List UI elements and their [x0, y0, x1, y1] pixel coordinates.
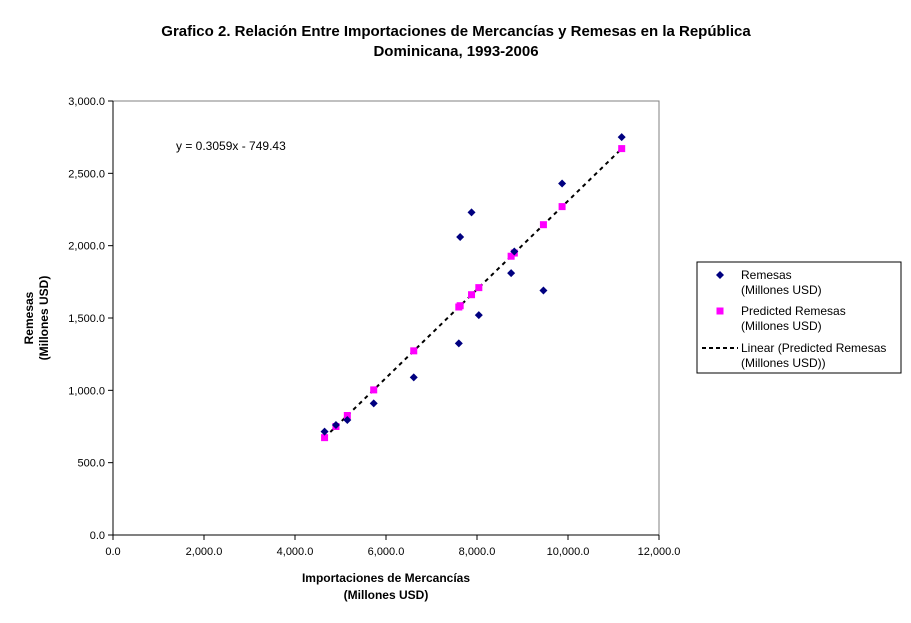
- x-tick-label: 8,000.0: [459, 546, 496, 558]
- legend-label: Remesas: [741, 268, 792, 282]
- x-tick-label: 12,000.0: [638, 546, 681, 558]
- y-tick-label: 3,000.0: [68, 96, 105, 108]
- remesas-point: [474, 311, 483, 320]
- remesas-point: [320, 427, 329, 436]
- legend-label: (Millones USD): [741, 319, 822, 333]
- x-tick-label: 4,000.0: [277, 546, 314, 558]
- predicted-remesas-point: [475, 284, 483, 292]
- y-tick-label: 500.0: [77, 458, 105, 470]
- remesas-point: [369, 399, 378, 408]
- remesas-point: [617, 133, 626, 142]
- y-tick-label: 1,000.0: [68, 385, 105, 397]
- legend-marker-swatch: [716, 271, 724, 279]
- remesas-point: [539, 286, 548, 295]
- predicted-remesas-point: [410, 347, 418, 355]
- y-tick-label: 1,500.0: [68, 313, 105, 325]
- plot-area: [112, 100, 660, 536]
- y-tick-label: 2,000.0: [68, 241, 105, 253]
- predicted-remesas-point: [456, 302, 464, 310]
- predicted-remesas-point: [539, 221, 547, 229]
- remesas-point: [454, 339, 463, 348]
- remesas-point: [558, 179, 567, 188]
- legend-entry-remesas: Remesas(Millones USD): [716, 268, 822, 297]
- trendline-group: [323, 147, 624, 439]
- data-points: [320, 133, 626, 442]
- linear-trendline: [323, 147, 624, 439]
- remesas-point: [343, 415, 352, 424]
- remesas-point: [507, 269, 516, 278]
- y-axis-title: Remesas (Millones USD): [22, 276, 51, 361]
- legend-marker-swatch: [716, 307, 724, 315]
- legend: Remesas(Millones USD)Predicted Remesas(M…: [696, 261, 902, 374]
- legend-entry-predicted: Predicted Remesas(Millones USD): [716, 304, 846, 333]
- x-axis-title: Importaciones de Mercancías (Millones USD…: [302, 571, 470, 602]
- remesas-point: [467, 208, 476, 217]
- legend-label: Linear (Predicted Remesas: [741, 341, 886, 355]
- predicted-remesas-point: [468, 291, 476, 299]
- legend-box: [696, 261, 902, 374]
- legend-label: (Millones USD): [741, 283, 822, 297]
- chart-title: Grafico 2. Relación Entre Importaciones …: [161, 23, 751, 60]
- predicted-remesas-point: [618, 145, 626, 153]
- y-axis: 0.0 500.0 1,000.0 1,500.0 2,000.0 2,500.0 3,00…: [68, 96, 114, 542]
- remesas-point: [331, 421, 340, 430]
- x-axis-title-line: (Millones USD): [344, 588, 429, 602]
- predicted-remesas-point: [558, 203, 566, 211]
- legend-entry-trendline: Linear (Predicted Remesas(Millones USD)): [702, 341, 886, 370]
- y-tick-label: 2,500.0: [68, 168, 105, 180]
- x-tick-label: 6,000.0: [368, 546, 405, 558]
- remesas-point: [510, 247, 519, 256]
- x-axis: 0.0 2,000.0 4,000.0 6,000.0 8,000.0 10,000.0 1…: [105, 534, 681, 558]
- predicted-remesas-point: [343, 412, 351, 420]
- remesas-point: [456, 232, 465, 241]
- chart-title-line: Grafico 2. Relación Entre Importaciones …: [161, 23, 751, 40]
- legend-label: Predicted Remesas: [741, 304, 846, 318]
- legend-label: (Millones USD)): [741, 356, 826, 370]
- chart-title-line: Dominicana, 1993-2006: [373, 43, 538, 60]
- x-tick-label: 10,000.0: [547, 546, 590, 558]
- y-tick-label: 0.0: [90, 530, 105, 542]
- y-axis-title-line: Remesas: [22, 291, 36, 344]
- y-axis-title-line: (Millones USD): [37, 276, 51, 361]
- x-axis-title-line: Importaciones de Mercancías: [302, 571, 470, 585]
- x-tick-label: 2,000.0: [186, 546, 223, 558]
- predicted-remesas-point: [321, 434, 329, 442]
- predicted-remesas-point: [370, 386, 378, 394]
- remesas-point: [409, 373, 418, 382]
- x-tick-label: 0.0: [105, 546, 120, 558]
- trendline-equation: y = 0.3059x - 749.43: [176, 139, 286, 153]
